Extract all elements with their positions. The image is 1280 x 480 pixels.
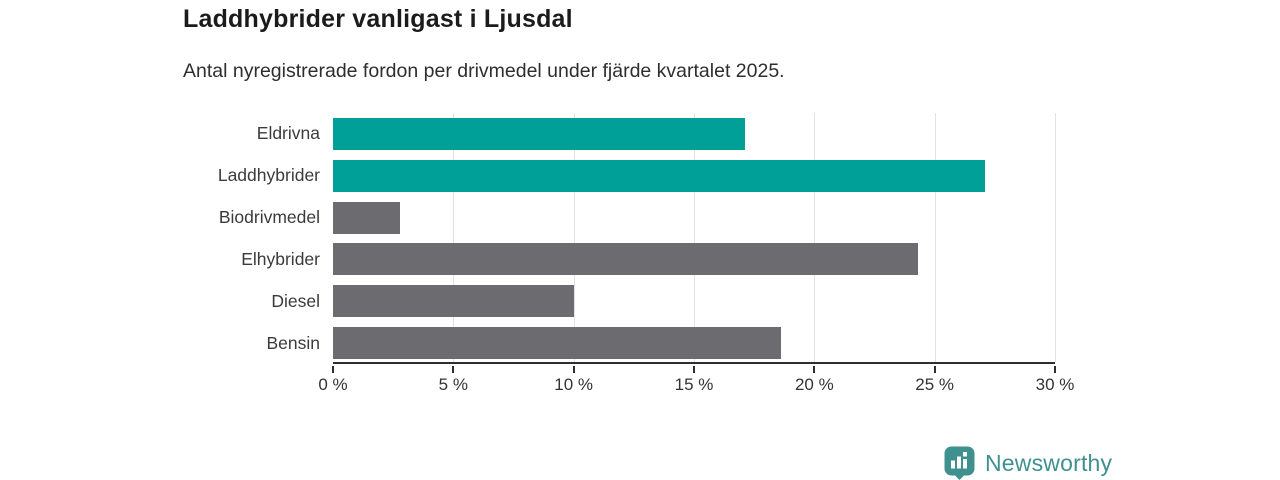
- category-label: Eldrivna: [256, 123, 320, 144]
- x-axis-tick: [693, 366, 695, 373]
- x-axis-tick: [572, 366, 575, 373]
- x-axis-tick-label: 25 %: [915, 375, 955, 394]
- category-label: Laddhybrider: [217, 165, 320, 186]
- gridline: [573, 113, 575, 362]
- x-axis-tick-label: 15 %: [674, 375, 714, 394]
- bar-laddhybrider: [333, 159, 986, 192]
- chart-subtitle: Antal nyregistrerade fordon per drivmede…: [183, 60, 785, 82]
- x-axis-tick-label: 10 %: [554, 375, 594, 394]
- gridline: [694, 113, 695, 362]
- x-axis-tick-label: 20 %: [794, 375, 834, 394]
- bar-elhybrider: [333, 243, 918, 276]
- x-axis: 0 % 5 % 10 % 15 % 20 % 25 % 30 %: [318, 366, 1074, 406]
- x-axis-tick: [933, 366, 936, 373]
- x-axis-tick: [452, 366, 455, 373]
- gridline: [934, 113, 936, 362]
- x-axis-tick-label: 5 %: [438, 375, 468, 394]
- bar-eldrivna: [333, 117, 745, 150]
- brand-name: Newsworthy: [985, 449, 1113, 476]
- newsworthy-brand: Newsworthy: [944, 446, 1112, 480]
- plot-area: [333, 113, 1056, 364]
- category-label: Biodrivmedel: [218, 207, 320, 228]
- chart-title: Laddhybrider vanligast i Ljusdal: [183, 5, 573, 33]
- x-axis-tick-label: 0 %: [318, 375, 348, 394]
- category-label: Diesel: [271, 290, 320, 311]
- bar-chart-bubble-icon: [944, 446, 975, 480]
- x-axis-tick-label: 30 %: [1035, 375, 1075, 394]
- category-label: Bensin: [266, 332, 320, 353]
- x-axis-tick: [332, 366, 334, 373]
- bar-biodrivmedel: [333, 201, 401, 234]
- bar-diesel: [333, 285, 574, 318]
- gridline: [814, 113, 816, 362]
- category-label: Elhybrider: [241, 248, 320, 269]
- category-axis-labels: Eldrivna Laddhybrider Biodrivmedel Elhybrid…: [0, 113, 320, 364]
- bar-bensin: [333, 327, 781, 360]
- x-axis-tick: [813, 366, 816, 373]
- gridline: [1055, 113, 1056, 362]
- gridline: [453, 113, 455, 362]
- x-axis-tick: [1054, 366, 1056, 373]
